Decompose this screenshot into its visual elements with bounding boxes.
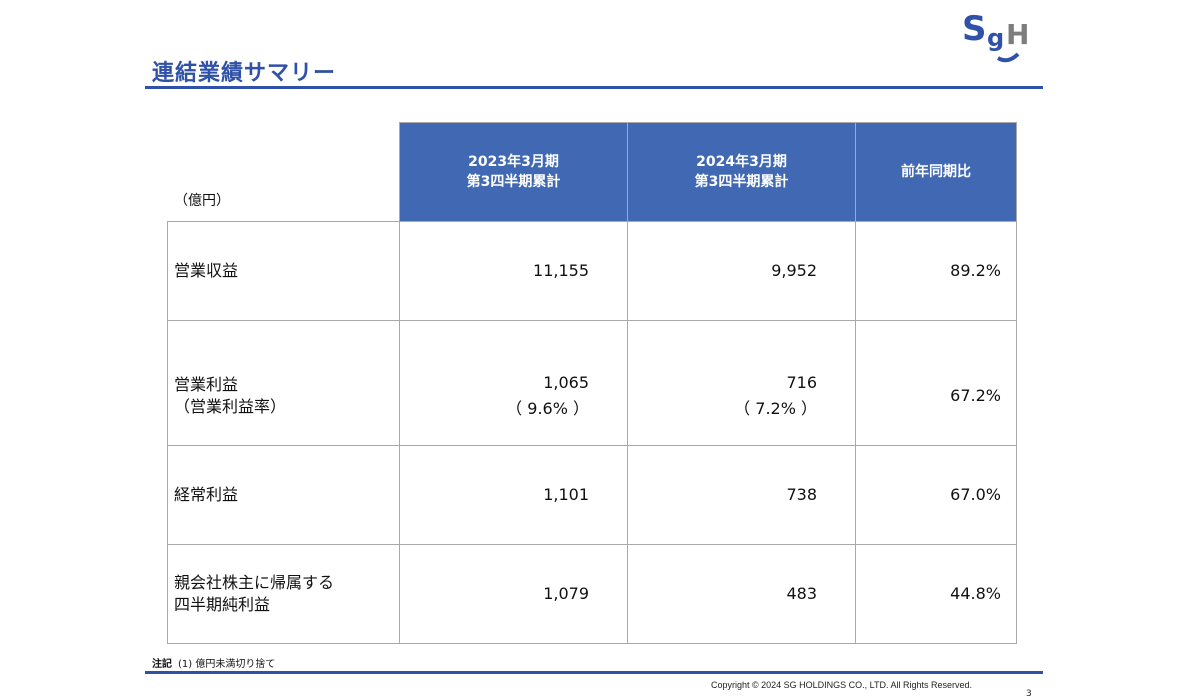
header-fy2023-q3: 2023年3月期 第3四半期累計 <box>399 122 628 222</box>
value-yoy: 89.2% <box>855 221 1017 321</box>
svg-text:H: H <box>1006 18 1029 51</box>
page-title: 連結業績サマリー <box>152 61 337 86</box>
value-2023: 11,155 <box>399 221 628 321</box>
footnote-label: 注記 <box>152 659 172 670</box>
row-label-line: 営業利益 <box>174 375 239 394</box>
page-number: 3 <box>1026 689 1032 699</box>
header-line: 第3四半期累計 <box>694 174 789 190</box>
value-yoy: 44.8% <box>855 544 1017 644</box>
value-2024: 483 <box>627 544 856 644</box>
svg-text:g: g <box>987 24 1004 52</box>
value-2024: 9,952 <box>627 221 856 321</box>
value-yoy: 67.0% <box>855 445 1017 545</box>
row-label: 営業利益 （営業利益率） <box>167 320 400 446</box>
value-margin: （ 7.2% ） <box>734 399 817 418</box>
header-line: 2024年3月期 <box>696 154 787 170</box>
footer-divider <box>145 671 1043 674</box>
value-main: 716 <box>786 373 817 392</box>
value-2024: 738 <box>627 445 856 545</box>
value-main: 1,065 <box>543 373 589 392</box>
value-margin: （ 9.6% ） <box>506 399 589 418</box>
header-yoy: 前年同期比 <box>855 122 1017 222</box>
row-label: 経常利益 <box>167 445 400 545</box>
row-label-line: 四半期純利益 <box>174 595 271 614</box>
title-divider <box>145 86 1043 89</box>
table-row-ordinary-income: 経常利益 1,101 738 67.0% <box>167 445 1017 545</box>
header-fy2024-q3: 2024年3月期 第3四半期累計 <box>627 122 856 222</box>
header-corner <box>168 123 400 222</box>
value-2024: 716 （ 7.2% ） <box>627 320 856 446</box>
value-2023: 1,065 （ 9.6% ） <box>399 320 628 446</box>
header-line: 第3四半期累計 <box>466 174 561 190</box>
svg-text:S: S <box>962 9 987 49</box>
table-row-operating-income: 営業利益 （営業利益率） 1,065 （ 9.6% ） 716 （ 7.2% ）… <box>167 320 1017 446</box>
table-header-row: 2023年3月期 第3四半期累計 2024年3月期 第3四半期累計 前年同期比 <box>168 122 1017 222</box>
table-row-net-income: 親会社株主に帰属する 四半期純利益 1,079 483 44.8% <box>167 544 1017 644</box>
results-summary-table: 2023年3月期 第3四半期累計 2024年3月期 第3四半期累計 前年同期比 … <box>167 122 1017 644</box>
value-2023: 1,079 <box>399 544 628 644</box>
header-line: 前年同期比 <box>901 164 971 180</box>
header-line: 2023年3月期 <box>468 154 559 170</box>
unit-label: （億円） <box>174 193 230 209</box>
row-label-line: （営業利益率） <box>174 397 287 416</box>
row-label-line: 親会社株主に帰属する <box>174 573 335 592</box>
footnote-text: (1) 億円未満切り捨て <box>178 659 276 670</box>
row-label: 親会社株主に帰属する 四半期純利益 <box>167 544 400 644</box>
footnote: 注記 (1) 億円未満切り捨て <box>152 655 275 670</box>
sgh-logo: S g H <box>962 9 1029 63</box>
table-row-operating-revenue: 営業収益 11,155 9,952 89.2% <box>167 221 1017 321</box>
copyright: Copyright © 2024 SG HOLDINGS CO., LTD. A… <box>711 680 973 690</box>
value-2023: 1,101 <box>399 445 628 545</box>
row-label-line: 営業収益 <box>174 261 239 280</box>
row-label: 営業収益 <box>167 221 400 321</box>
value-yoy: 67.2% <box>855 320 1017 446</box>
row-label-line: 経常利益 <box>174 485 239 504</box>
